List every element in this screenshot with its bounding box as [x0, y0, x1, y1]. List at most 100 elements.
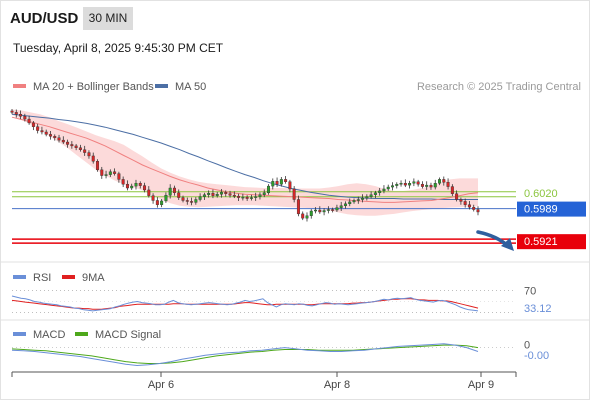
- candle-body: [438, 179, 442, 184]
- candle-body: [215, 194, 219, 196]
- candle-body: [391, 185, 394, 188]
- candle-body: [70, 144, 74, 147]
- candle-body: [100, 169, 104, 176]
- candle-body: [318, 209, 322, 213]
- candle-body: [138, 183, 142, 186]
- candle-body: [365, 196, 369, 199]
- candle-body: [373, 192, 377, 195]
- candle-body: [202, 194, 206, 197]
- forecast-arrow-head: [501, 238, 514, 251]
- rsi-level-label-70: 70: [524, 286, 536, 298]
- candle-body: [416, 181, 420, 185]
- candle-body: [455, 193, 459, 200]
- legend-label-rsi: RSI: [33, 272, 51, 284]
- candle-body: [57, 137, 61, 141]
- candle-body: [442, 179, 446, 183]
- candle-body: [386, 186, 390, 190]
- support-label: 0.5921: [524, 236, 558, 248]
- candle-body: [331, 209, 335, 211]
- rsi-value-label: 33.12: [524, 303, 552, 315]
- candle-body: [369, 194, 373, 197]
- candle-body: [83, 149, 87, 153]
- candle-body: [395, 183, 399, 186]
- candle-body: [472, 206, 476, 210]
- candle-body: [134, 183, 138, 187]
- legend-label-ma50: MA 50: [175, 81, 206, 93]
- credit-label: Research © 2025 Trading Central: [417, 81, 581, 93]
- candle-body: [104, 174, 108, 176]
- candle-body: [14, 112, 18, 115]
- candle-body: [232, 194, 236, 197]
- candle-body: [117, 173, 121, 180]
- candle-body: [382, 188, 386, 192]
- candle-body: [301, 213, 305, 219]
- candle-body: [237, 195, 241, 198]
- candle-body: [356, 199, 360, 201]
- candle-body: [314, 209, 318, 212]
- candle-body: [262, 192, 266, 195]
- candle-body: [78, 147, 82, 150]
- legend-label-macd: MACD: [33, 329, 65, 341]
- candle-body: [254, 196, 258, 198]
- candle-body: [275, 181, 279, 185]
- candle-body: [412, 181, 416, 184]
- legend-swatch-ma50: [155, 84, 168, 88]
- candle-body: [44, 131, 48, 135]
- candle-body: [160, 200, 164, 205]
- candle-body: [467, 204, 471, 208]
- candle-body: [155, 200, 159, 205]
- candle-body: [143, 185, 147, 191]
- candle-body: [288, 181, 292, 190]
- candle-body: [113, 171, 117, 174]
- candle-body: [125, 183, 129, 189]
- candle-body: [151, 195, 155, 201]
- candle-body: [348, 201, 352, 205]
- legend-swatch-rsi: [13, 275, 26, 279]
- candle-body: [267, 185, 270, 193]
- candle-body: [378, 190, 382, 193]
- timeframe-badge[interactable]: 30 MIN: [83, 7, 133, 30]
- bollinger-band: [12, 109, 478, 216]
- candle-body: [177, 192, 181, 198]
- candle-body: [463, 201, 467, 205]
- candle-body: [224, 192, 228, 194]
- candle-body: [207, 193, 211, 195]
- candle-body: [164, 194, 168, 202]
- candle-body: [335, 207, 339, 211]
- candle-body: [228, 193, 232, 196]
- candle-body: [36, 126, 40, 131]
- last-price-label: 0.5989: [524, 204, 558, 216]
- candle-body: [19, 114, 23, 117]
- candle-body: [450, 186, 454, 194]
- candle-body: [408, 183, 412, 186]
- candle-body: [309, 210, 313, 216]
- candle-body: [147, 189, 151, 196]
- macd-zero-label: 0: [524, 340, 530, 352]
- x-tick-label: Apr 8: [324, 379, 350, 391]
- rsi-line: [11, 295, 479, 312]
- candle-body: [87, 152, 91, 157]
- candle-body: [190, 201, 194, 203]
- candle-body: [249, 197, 253, 199]
- legend-swatch-macd: [13, 332, 26, 336]
- candle-body: [66, 141, 70, 145]
- x-tick-label: Apr 9: [468, 379, 494, 391]
- candle-body: [10, 110, 14, 113]
- legend-label-rsi-ma: 9MA: [82, 272, 105, 284]
- candle-body: [258, 194, 262, 197]
- candle-body: [279, 179, 283, 185]
- legend-swatch-rsi-ma: [62, 275, 75, 279]
- candle-body: [245, 196, 249, 199]
- candle-body: [23, 115, 27, 120]
- candle-body: [48, 134, 52, 137]
- candle-body: [74, 145, 78, 148]
- candle-body: [108, 171, 112, 175]
- candle-body: [399, 183, 403, 185]
- candle-body: [198, 196, 202, 200]
- candle-body: [27, 118, 31, 124]
- candle-body: [339, 205, 343, 208]
- candle-body: [31, 122, 35, 127]
- candle-body: [429, 184, 433, 188]
- candle-body: [446, 182, 450, 187]
